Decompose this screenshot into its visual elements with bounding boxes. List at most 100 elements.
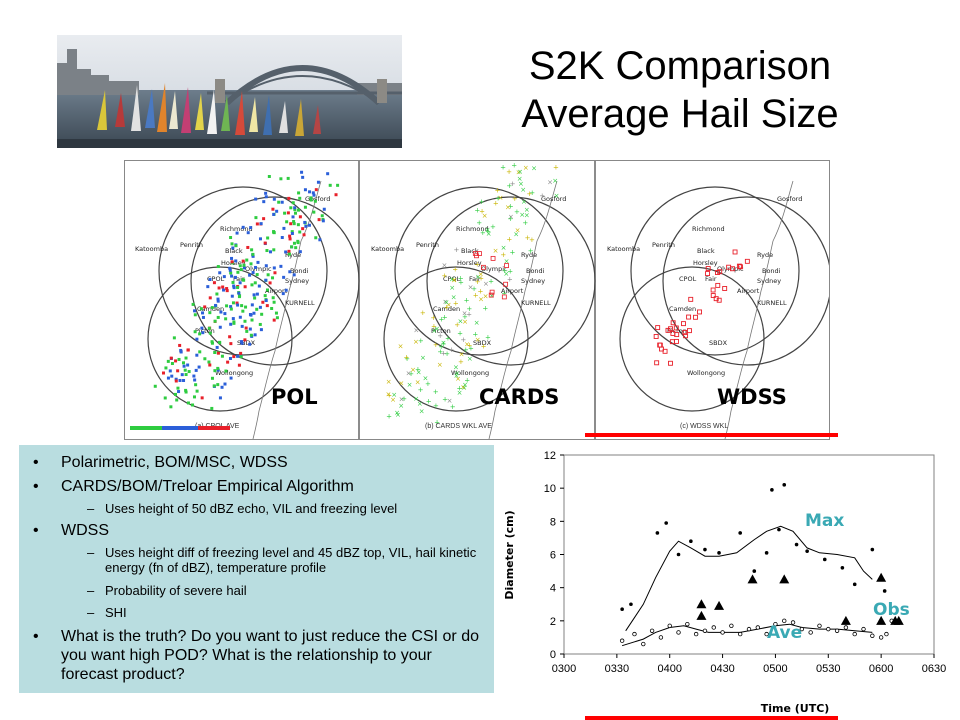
svg-text:+: +: [528, 247, 534, 255]
svg-text:×: ×: [516, 169, 522, 177]
map-place-label: Katoomba: [135, 245, 168, 253]
map-place-label: Black: [697, 247, 715, 255]
map-place-label: Katoomba: [607, 245, 640, 253]
svg-text:×: ×: [398, 380, 404, 388]
max-curve-line: [625, 525, 873, 632]
svg-text:+: +: [479, 208, 485, 216]
map-place-label: SBDX: [473, 339, 492, 347]
svg-text:×: ×: [515, 227, 521, 235]
y-tick-label: 2: [550, 616, 556, 628]
svg-text:×: ×: [440, 339, 446, 347]
svg-text:×: ×: [406, 369, 412, 377]
svg-text:×: ×: [457, 317, 463, 325]
svg-text:+: +: [440, 340, 446, 348]
sub-bullet-1: – Uses height of 50 dBZ echo, VIL and fre…: [87, 501, 398, 516]
title-line-1: S2K Comparison: [528, 44, 832, 88]
svg-text:+: +: [431, 322, 437, 330]
svg-text:×: ×: [399, 396, 405, 404]
map-place-label: Ryde: [521, 251, 537, 259]
map-place-label: CPOL: [679, 275, 697, 283]
ave-point: [693, 631, 699, 637]
max-point: [870, 547, 875, 552]
svg-text:×: ×: [453, 363, 459, 371]
map-place-label: Wollongong: [451, 369, 489, 377]
svg-text:×: ×: [523, 164, 529, 172]
map-place-label: Gosford: [541, 195, 566, 203]
map-place-label: KURNELL: [285, 299, 315, 307]
svg-text:×: ×: [451, 276, 457, 284]
svg-text:+: +: [453, 246, 459, 254]
obs-triangle: [840, 615, 851, 625]
svg-text:+: +: [490, 223, 496, 231]
svg-text:+: +: [401, 395, 407, 403]
harbour-photo: [57, 35, 402, 148]
svg-text:+: +: [508, 203, 514, 211]
svg-text:+: +: [438, 343, 444, 351]
svg-text:×: ×: [547, 178, 553, 186]
ave-point: [658, 635, 664, 640]
radar-panel-3: Gosford Richmond Katoomba Penrith Black Horsl…: [607, 180, 832, 440]
map-place-label: Bondi: [290, 267, 309, 275]
svg-text:+: +: [500, 163, 506, 171]
svg-text:+: +: [481, 343, 487, 351]
svg-text:+: +: [433, 388, 439, 396]
svg-text:+: +: [500, 251, 506, 259]
annotation-ave: Ave: [767, 623, 802, 643]
ave-point: [773, 621, 778, 627]
svg-text:+: +: [485, 334, 491, 342]
svg-text:×: ×: [478, 296, 484, 304]
x-tick-label: 0430: [710, 663, 734, 675]
svg-text:+: +: [511, 162, 517, 170]
y-tick-label: 4: [550, 583, 556, 595]
obs-triangle: [696, 599, 707, 609]
max-point: [738, 531, 742, 535]
ave-point: [843, 625, 849, 630]
y-tick-label: 12: [544, 450, 556, 462]
svg-text:+: +: [502, 267, 508, 275]
svg-text:×: ×: [413, 338, 419, 346]
x-tick-label: 0500: [763, 663, 787, 675]
max-point: [852, 582, 857, 587]
sub-bullet-3: – Probability of severe hail: [87, 583, 247, 598]
map-place-label: Penrith: [416, 241, 439, 249]
svg-text:×: ×: [517, 175, 523, 183]
svg-text:+: +: [507, 215, 513, 223]
svg-text:×: ×: [489, 292, 495, 300]
svg-text:×: ×: [462, 381, 468, 389]
map-place-label: SBDX: [237, 339, 256, 347]
svg-text:×: ×: [460, 384, 466, 392]
svg-text:×: ×: [474, 319, 480, 327]
svg-text:+: +: [415, 366, 421, 374]
ave-point: [790, 620, 796, 625]
x-tick-label: 0330: [605, 663, 629, 675]
svg-text:×: ×: [446, 301, 452, 309]
svg-text:+: +: [495, 187, 501, 195]
svg-text:+: +: [403, 353, 409, 361]
svg-text:×: ×: [486, 230, 492, 238]
svg-text:+: +: [509, 248, 515, 256]
max-point: [664, 521, 668, 525]
svg-text:×: ×: [485, 226, 491, 234]
svg-text:+: +: [475, 278, 481, 286]
svg-text:×: ×: [517, 168, 523, 176]
title-line-2: Average Hail Size: [521, 92, 839, 136]
svg-text:+: +: [442, 272, 448, 280]
bullet-1: • Polarimetric, BOM/MSC, WDSS: [33, 454, 288, 471]
ave-point: [852, 631, 857, 637]
svg-text:+: +: [506, 182, 512, 190]
svg-text:+: +: [437, 332, 443, 340]
svg-text:+: +: [474, 261, 480, 269]
svg-text:×: ×: [498, 194, 504, 202]
svg-text:×: ×: [407, 381, 413, 389]
svg-text:+: +: [468, 345, 474, 353]
svg-text:×: ×: [434, 325, 440, 333]
panel-label-cards: CARDS: [479, 385, 560, 409]
x-tick-label: 0630: [922, 663, 946, 675]
x-tick-label: 0600: [869, 663, 893, 675]
map-place-label: Fair: [469, 275, 481, 283]
ave-point: [808, 630, 813, 635]
max-point: [752, 569, 757, 573]
ave-point: [711, 625, 716, 630]
svg-text:+: +: [386, 392, 392, 400]
max-point: [629, 602, 633, 607]
